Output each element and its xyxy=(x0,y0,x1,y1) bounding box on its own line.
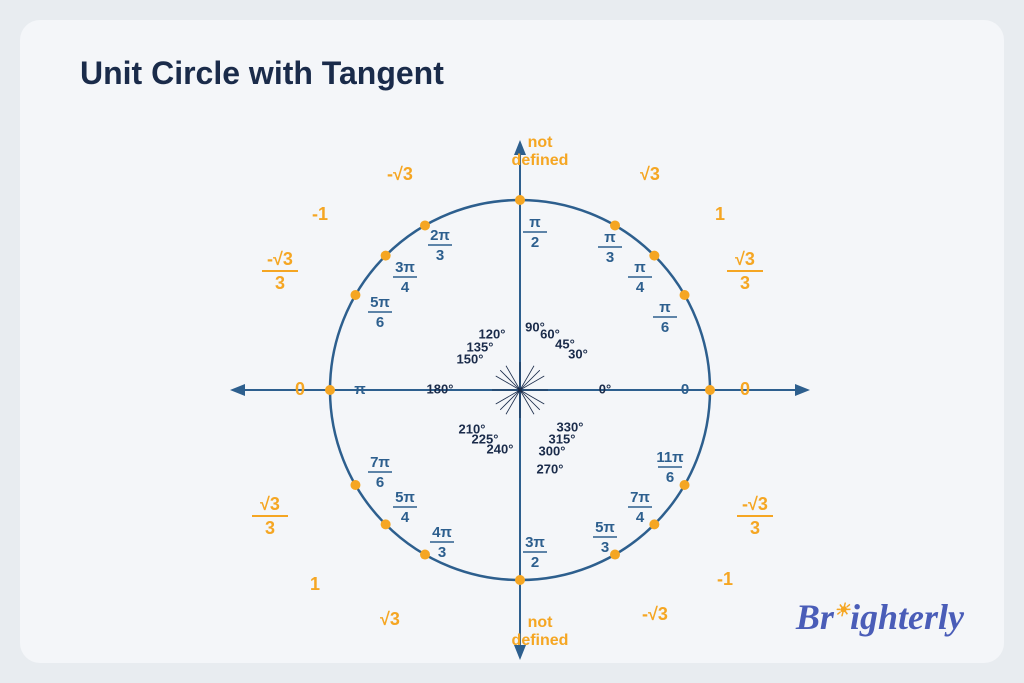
svg-text:3: 3 xyxy=(436,247,444,264)
svg-text:7π: 7π xyxy=(630,489,650,506)
svg-text:not: not xyxy=(528,134,554,151)
svg-text:π: π xyxy=(604,229,616,246)
svg-text:defined: defined xyxy=(512,632,569,649)
svg-text:3: 3 xyxy=(265,518,275,538)
svg-text:270°: 270° xyxy=(537,461,564,476)
svg-text:3π: 3π xyxy=(395,259,415,276)
svg-text:2: 2 xyxy=(531,234,539,251)
card-container: Unit Circle with Tangent 0°30°45°60°90°1… xyxy=(20,20,1004,663)
svg-text:0: 0 xyxy=(295,379,305,399)
svg-text:not: not xyxy=(528,614,554,631)
unit-circle-diagram: 0°30°45°60°90°120°135°150°180°210°225°24… xyxy=(220,130,820,630)
svg-text:defined: defined xyxy=(512,152,569,169)
svg-text:π: π xyxy=(354,381,366,398)
svg-text:4: 4 xyxy=(401,509,410,526)
svg-text:3: 3 xyxy=(606,249,614,266)
page-title: Unit Circle with Tangent xyxy=(80,55,444,92)
svg-text:3π: 3π xyxy=(525,534,545,551)
svg-text:6: 6 xyxy=(376,474,384,491)
svg-text:5π: 5π xyxy=(595,519,615,536)
svg-text:-√3: -√3 xyxy=(742,494,768,514)
svg-text:90°: 90° xyxy=(525,319,545,334)
svg-text:π: π xyxy=(659,299,671,316)
svg-text:4: 4 xyxy=(636,279,645,296)
svg-text:√3: √3 xyxy=(380,609,400,629)
svg-text:4: 4 xyxy=(401,279,410,296)
svg-text:150°: 150° xyxy=(457,351,484,366)
svg-text:0: 0 xyxy=(740,379,750,399)
svg-text:-1: -1 xyxy=(717,569,733,589)
svg-text:180°: 180° xyxy=(427,381,454,396)
svg-text:240°: 240° xyxy=(487,441,514,456)
svg-text:3: 3 xyxy=(601,539,609,556)
svg-text:-√3: -√3 xyxy=(387,164,413,184)
svg-text:4: 4 xyxy=(636,509,645,526)
logo-text-end: ighterly xyxy=(850,597,964,637)
logo-text-start: Br xyxy=(796,597,834,637)
svg-text:π: π xyxy=(634,259,646,276)
sun-icon: ☀ xyxy=(834,600,850,620)
svg-text:3: 3 xyxy=(750,518,760,538)
svg-text:3: 3 xyxy=(438,544,446,561)
svg-text:11π: 11π xyxy=(656,449,684,466)
svg-text:√3: √3 xyxy=(260,494,280,514)
brand-logo: Br☀ighterly xyxy=(796,596,964,638)
svg-text:6: 6 xyxy=(376,314,384,331)
svg-text:2: 2 xyxy=(531,554,539,571)
svg-text:-√3: -√3 xyxy=(642,604,668,624)
svg-text:4π: 4π xyxy=(432,524,452,541)
svg-text:6: 6 xyxy=(666,469,674,486)
svg-text:7π: 7π xyxy=(370,454,390,471)
svg-text:1: 1 xyxy=(715,204,725,224)
svg-text:-√3: -√3 xyxy=(267,249,293,269)
svg-text:π: π xyxy=(529,214,541,231)
svg-text:√3: √3 xyxy=(640,164,660,184)
svg-text:330°: 330° xyxy=(557,419,584,434)
svg-text:5π: 5π xyxy=(370,294,390,311)
svg-text:5π: 5π xyxy=(395,489,415,506)
svg-text:2π: 2π xyxy=(430,227,450,244)
svg-text:3: 3 xyxy=(275,273,285,293)
svg-text:0°: 0° xyxy=(599,381,611,396)
svg-text:6: 6 xyxy=(661,319,669,336)
svg-text:3: 3 xyxy=(740,273,750,293)
svg-text:1: 1 xyxy=(310,574,320,594)
svg-text:√3: √3 xyxy=(735,249,755,269)
svg-text:-1: -1 xyxy=(312,204,328,224)
svg-text:0: 0 xyxy=(681,381,689,398)
